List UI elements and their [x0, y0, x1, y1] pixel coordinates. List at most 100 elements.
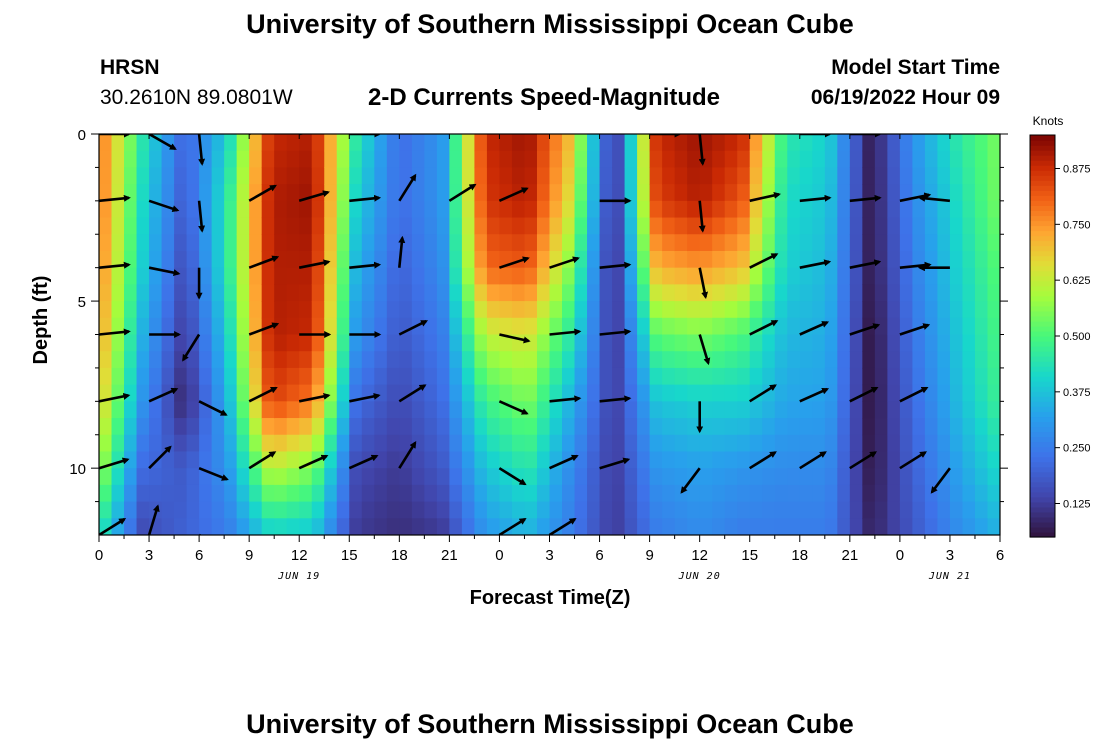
heatmap-cell [749, 401, 763, 419]
current-vector-arrow [99, 328, 131, 336]
heatmap-cell [174, 367, 188, 386]
current-vector-arrow [182, 333, 201, 362]
heatmap-cell [411, 501, 425, 519]
heatmap-cell [849, 484, 863, 503]
heatmap-cell [174, 518, 188, 535]
current-vector-arrow [549, 328, 582, 336]
colorbar-segment [1030, 310, 1055, 317]
current-vector-arrow [749, 191, 781, 203]
heatmap-cell [787, 418, 801, 436]
heatmap-cell [874, 418, 888, 436]
heatmap-cell [161, 418, 175, 436]
heatmap-cell [812, 418, 826, 436]
current-vector-arrow [799, 387, 830, 403]
heatmap-cell [111, 317, 125, 336]
heatmap-cell [524, 501, 538, 519]
heatmap-cell [411, 301, 425, 319]
heatmap-cell [724, 217, 738, 235]
current-vector-arrow [498, 400, 529, 415]
heatmap-cell [424, 150, 438, 169]
heatmap-cell [874, 150, 888, 169]
heatmap-cell [311, 200, 325, 219]
colorbar-segment [1030, 165, 1055, 171]
heatmap-cell [161, 518, 175, 535]
heatmap-cell [774, 351, 788, 369]
current-vector-arrow [999, 399, 1000, 402]
heatmap-cell [899, 418, 913, 436]
current-vector-arrow [248, 184, 277, 202]
heatmap-cell [299, 317, 313, 336]
heatmap-cell [124, 418, 138, 436]
heatmap-cell [199, 484, 213, 503]
heatmap-cell [436, 217, 450, 235]
heatmap-cell [937, 484, 951, 503]
heatmap-cell [424, 451, 438, 469]
heatmap-cell [949, 267, 964, 285]
heatmap-cell [824, 301, 838, 319]
current-vector-arrow [849, 323, 881, 336]
heatmap-cell [386, 401, 400, 419]
heatmap-cell [937, 351, 951, 369]
x-tick-label: 21 [441, 547, 458, 564]
heatmap-cell [887, 234, 901, 252]
heatmap-cell [111, 434, 125, 453]
heatmap-cell [712, 134, 726, 152]
heatmap-cell [862, 234, 876, 252]
heatmap-cell [587, 317, 601, 336]
heatmap-cell [99, 267, 113, 285]
heatmap-cell [536, 468, 551, 486]
heatmap-cell [274, 451, 288, 469]
heatmap-cell [324, 501, 338, 519]
heatmap-cell [974, 301, 989, 319]
heatmap-cell [849, 250, 863, 269]
heatmap-cell [161, 451, 175, 469]
heatmap-cell [324, 150, 338, 169]
heatmap-cell [712, 367, 726, 386]
heatmap-cell [637, 234, 651, 252]
heatmap-cell [799, 518, 813, 535]
heatmap-cell [461, 217, 476, 235]
heatmap-cell [436, 234, 450, 252]
heatmap-cell [324, 284, 338, 302]
heatmap-cell [136, 367, 150, 386]
heatmap-cell [474, 451, 488, 469]
heatmap-cell [712, 234, 726, 252]
heatmap-cell [574, 334, 588, 352]
heatmap-cell [549, 317, 563, 336]
heatmap-cell [286, 184, 300, 202]
heatmap-cell [224, 217, 238, 235]
heatmap-cell [949, 250, 964, 269]
heatmap-cell [762, 167, 776, 185]
current-vector-arrow [298, 259, 331, 269]
heatmap-cell [624, 351, 638, 369]
heatmap-cell [812, 401, 826, 419]
heatmap-cell [361, 501, 375, 519]
heatmap-cell [424, 384, 438, 402]
colorbar-segment [1030, 220, 1055, 227]
heatmap-cell [624, 334, 638, 352]
heatmap-cell [624, 418, 638, 436]
heatmap-cell [787, 334, 801, 352]
heatmap-cell [411, 284, 425, 302]
heatmap-cell [974, 184, 989, 202]
heatmap-cell [449, 468, 463, 486]
heatmap-cell [261, 468, 275, 486]
heatmap-cell [937, 167, 951, 185]
date-label: JUN 21 [928, 571, 971, 582]
heatmap-cell [236, 501, 250, 519]
heatmap-cell [236, 367, 250, 386]
heatmap-cell [349, 501, 363, 519]
heatmap-cell [536, 250, 551, 269]
heatmap-cell [486, 217, 501, 235]
heatmap-cell [186, 484, 200, 503]
heatmap-cell [111, 234, 125, 252]
heatmap-cell [612, 367, 626, 386]
heatmap-cell [962, 184, 976, 202]
heatmap-cell [724, 367, 738, 386]
heatmap-cell [562, 184, 576, 202]
heatmap-cell [536, 284, 551, 302]
heatmap-cell [199, 367, 213, 386]
heatmap-cell [724, 501, 738, 519]
heatmap-cell [599, 217, 613, 235]
colorbar-segment [1030, 446, 1055, 453]
